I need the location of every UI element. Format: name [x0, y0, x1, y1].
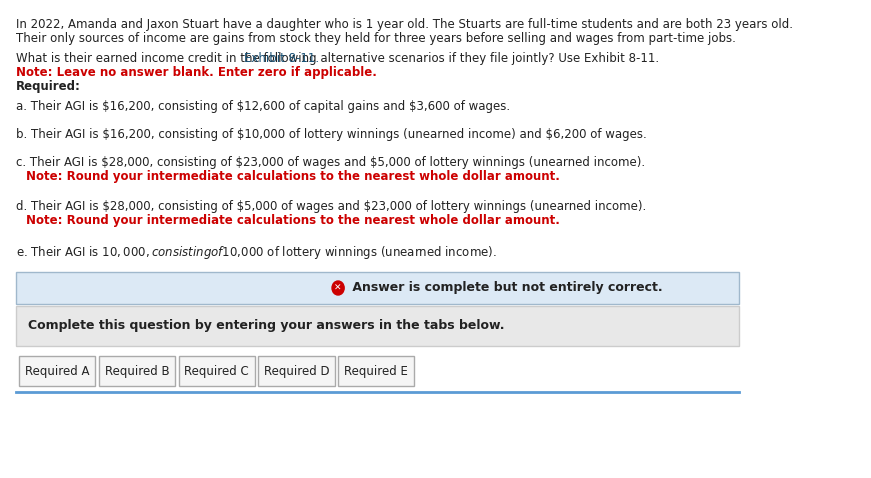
Text: Required D: Required D	[264, 365, 329, 378]
Text: Note: Round your intermediate calculations to the nearest whole dollar amount.: Note: Round your intermediate calculatio…	[26, 170, 560, 183]
FancyBboxPatch shape	[259, 356, 334, 386]
Text: e. Their AGI is $10,000, consisting of $10,000 of lottery winnings (unearned inc: e. Their AGI is $10,000, consisting of $…	[16, 244, 496, 261]
Text: Required A: Required A	[25, 365, 90, 378]
Text: Their only sources of income are gains from stock they held for three years befo: Their only sources of income are gains f…	[16, 32, 735, 45]
FancyBboxPatch shape	[16, 272, 739, 304]
Text: Exhibit 8-11.: Exhibit 8-11.	[244, 52, 319, 65]
FancyBboxPatch shape	[98, 356, 175, 386]
Text: Answer is complete but not entirely correct.: Answer is complete but not entirely corr…	[348, 282, 662, 294]
Text: d. Their AGI is $28,000, consisting of $5,000 of wages and $23,000 of lottery wi: d. Their AGI is $28,000, consisting of $…	[16, 200, 646, 213]
Text: ✕: ✕	[334, 283, 341, 293]
Circle shape	[332, 281, 344, 295]
Text: What is their earned income credit in the following alternative scenarios if the: What is their earned income credit in th…	[16, 52, 658, 65]
Text: Required C: Required C	[185, 365, 249, 378]
Text: Required E: Required E	[344, 365, 408, 378]
Text: Complete this question by entering your answers in the tabs below.: Complete this question by entering your …	[28, 319, 504, 333]
Text: Note: Round your intermediate calculations to the nearest whole dollar amount.: Note: Round your intermediate calculatio…	[26, 214, 560, 227]
FancyBboxPatch shape	[179, 356, 255, 386]
Text: Note: Leave no answer blank. Enter zero if applicable.: Note: Leave no answer blank. Enter zero …	[16, 66, 376, 79]
FancyBboxPatch shape	[16, 306, 739, 346]
Text: Required:: Required:	[16, 80, 80, 93]
FancyBboxPatch shape	[338, 356, 415, 386]
Text: a. Their AGI is $16,200, consisting of $12,600 of capital gains and $3,600 of wa: a. Their AGI is $16,200, consisting of $…	[16, 100, 510, 113]
Text: c. Their AGI is $28,000, consisting of $23,000 of wages and $5,000 of lottery wi: c. Their AGI is $28,000, consisting of $…	[16, 156, 645, 169]
Text: In 2022, Amanda and Jaxon Stuart have a daughter who is 1 year old. The Stuarts : In 2022, Amanda and Jaxon Stuart have a …	[16, 18, 793, 31]
Text: b. Their AGI is $16,200, consisting of $10,000 of lottery winnings (unearned inc: b. Their AGI is $16,200, consisting of $…	[16, 128, 646, 141]
FancyBboxPatch shape	[19, 356, 95, 386]
Text: Required B: Required B	[105, 365, 169, 378]
